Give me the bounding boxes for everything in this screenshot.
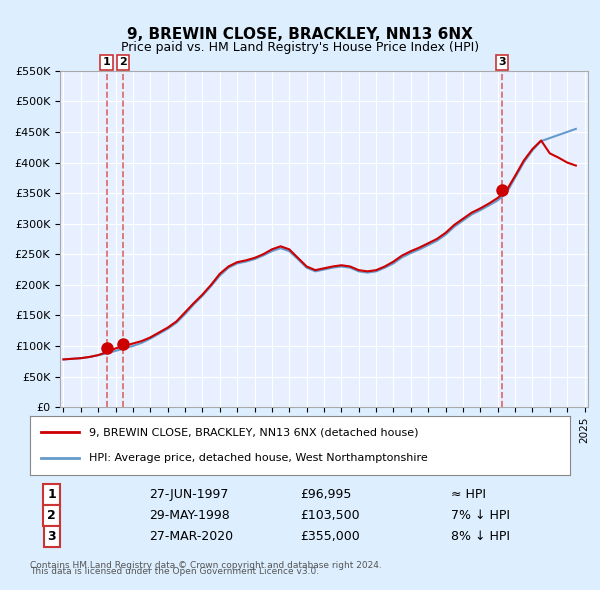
- Text: £103,500: £103,500: [300, 509, 359, 522]
- Text: This data is licensed under the Open Government Licence v3.0.: This data is licensed under the Open Gov…: [30, 566, 319, 575]
- Text: 3: 3: [498, 57, 505, 67]
- Text: £96,995: £96,995: [300, 488, 352, 501]
- Text: 1: 1: [103, 57, 110, 67]
- Text: 9, BREWIN CLOSE, BRACKLEY, NN13 6NX: 9, BREWIN CLOSE, BRACKLEY, NN13 6NX: [127, 27, 473, 41]
- Text: 27-JUN-1997: 27-JUN-1997: [149, 488, 228, 501]
- Text: 9, BREWIN CLOSE, BRACKLEY, NN13 6NX (detached house): 9, BREWIN CLOSE, BRACKLEY, NN13 6NX (det…: [89, 428, 419, 437]
- Text: £355,000: £355,000: [300, 530, 360, 543]
- Text: 8% ↓ HPI: 8% ↓ HPI: [451, 530, 510, 543]
- Text: Contains HM Land Registry data © Crown copyright and database right 2024.: Contains HM Land Registry data © Crown c…: [30, 561, 382, 570]
- Text: 7% ↓ HPI: 7% ↓ HPI: [451, 509, 510, 522]
- Text: HPI: Average price, detached house, West Northamptonshire: HPI: Average price, detached house, West…: [89, 454, 428, 463]
- Text: ≈ HPI: ≈ HPI: [451, 488, 486, 501]
- Text: 27-MAR-2020: 27-MAR-2020: [149, 530, 233, 543]
- Text: 3: 3: [47, 530, 56, 543]
- Text: 29-MAY-1998: 29-MAY-1998: [149, 509, 230, 522]
- Text: 2: 2: [47, 509, 56, 522]
- Text: 2: 2: [119, 57, 127, 67]
- Text: Price paid vs. HM Land Registry's House Price Index (HPI): Price paid vs. HM Land Registry's House …: [121, 41, 479, 54]
- Text: 1: 1: [47, 488, 56, 501]
